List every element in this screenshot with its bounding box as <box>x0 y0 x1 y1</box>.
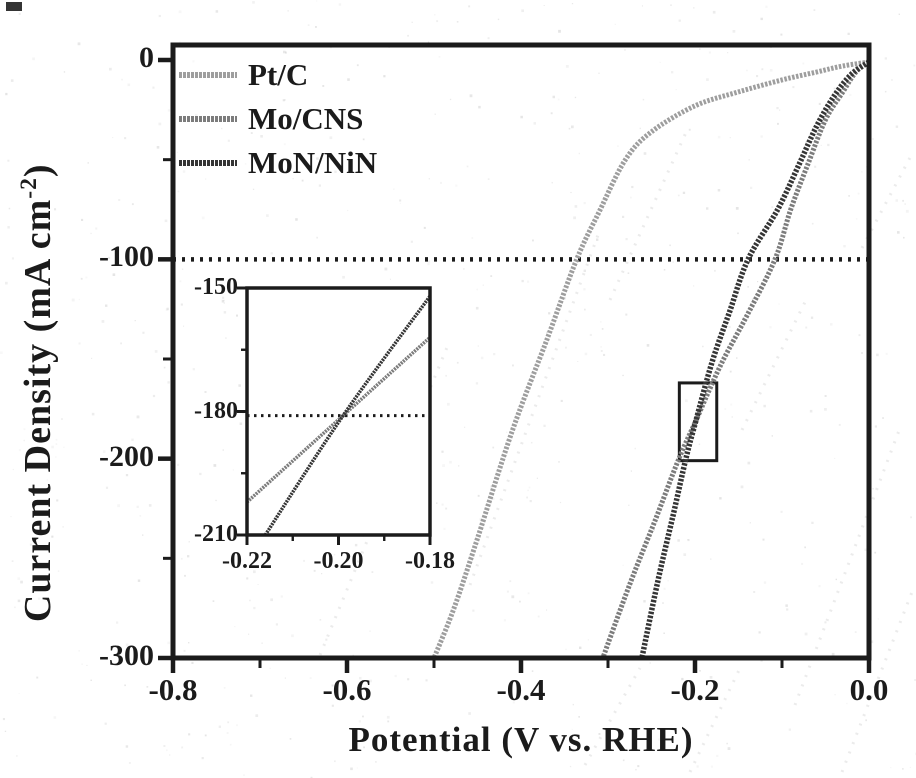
curve-pt-c <box>431 59 869 658</box>
y-axis-title: Current Density (mA cm-2) <box>16 73 59 713</box>
inset-x-tick-label-0: -0.22 <box>222 548 272 574</box>
x-tick-label-0: -0.8 <box>148 672 198 707</box>
inset-curve-mon-nin <box>263 295 430 535</box>
legend-row-ptc: Pt/C <box>179 53 377 97</box>
plot-frame <box>170 42 872 661</box>
inset-y-tick-label-1: -180 <box>194 397 238 424</box>
inset-frame <box>245 286 432 537</box>
legend-line-sample-ptc <box>179 72 237 78</box>
legend-row-monnin: MoN/NiN <box>179 141 377 185</box>
legend-line-sample-mocns <box>179 116 237 122</box>
inset-ticks <box>237 286 432 545</box>
x-tick-label-3: -0.2 <box>670 672 720 707</box>
curve-mon-nin <box>639 59 869 658</box>
inset-plot <box>237 286 432 545</box>
scan-edge-artifact <box>6 2 22 11</box>
y-axis-title-close: ) <box>16 163 59 178</box>
x-axis-title: Potential (V vs. RHE) <box>348 720 694 759</box>
legend-label-ptc: Pt/C <box>248 57 309 92</box>
inset-y-tick-label-0: -150 <box>194 274 238 300</box>
y-tick-label-3: -300 <box>99 639 154 672</box>
x-tick-label-1: -0.6 <box>322 672 372 707</box>
curves <box>431 59 869 658</box>
inset-x-tick-label-2: -0.18 <box>405 548 455 574</box>
y-tick-label-2: -200 <box>99 439 154 473</box>
legend-row-mocns: Mo/CNS <box>179 97 377 141</box>
curve-mo-cns <box>600 59 869 658</box>
y-tick-label-1: -100 <box>99 240 154 274</box>
inset-y-tick-label-2: -210 <box>194 521 238 547</box>
x-tick-label-4: 0.0 <box>849 672 889 707</box>
x-tick-label-2: -0.4 <box>496 672 546 707</box>
y-axis-title-superscript: -2 <box>16 177 43 199</box>
y-tick-label-0: 0 <box>139 41 154 74</box>
legend-line-sample-monnin <box>179 160 237 166</box>
zoom-region-box <box>677 381 719 463</box>
legend-label-monnin: MoN/NiN <box>248 145 378 180</box>
legend-label-mocns: Mo/CNS <box>248 101 364 136</box>
inset-x-tick-label-1: -0.20 <box>313 548 364 574</box>
axis-ticks <box>158 57 872 673</box>
legend: Pt/C Mo/CNS MoN/NiN <box>179 53 377 185</box>
